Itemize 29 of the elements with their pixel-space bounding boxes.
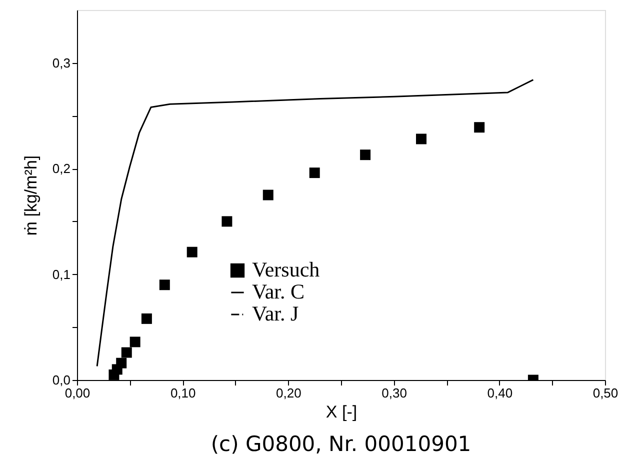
x-tick-label: 0,20	[276, 386, 302, 400]
legend-label: Versuch	[252, 258, 320, 282]
point	[121, 347, 132, 358]
y-axis-title: ṁ [kg/m²h]	[21, 155, 40, 236]
legend-label: Var. J	[252, 302, 299, 326]
x-axis-title: X [-]	[326, 402, 358, 422]
x-tick-label: 0,40	[487, 386, 513, 400]
legend-label: Var. C	[252, 280, 304, 304]
y-tick-label: 0,0	[52, 372, 70, 388]
point	[141, 313, 152, 324]
x-tick-label: 0,50	[592, 386, 618, 400]
point	[186, 246, 198, 258]
point	[116, 358, 127, 368]
point	[474, 122, 485, 133]
point	[262, 190, 274, 200]
text: (c) G0800, Nr. 00010901	[210, 432, 472, 456]
point	[222, 216, 232, 227]
y-tick-label: 0,2	[52, 161, 70, 176]
y-tick-label: 0,3	[52, 55, 70, 70]
x-tick-label: 0,10	[170, 386, 196, 400]
point	[309, 168, 320, 178]
point	[360, 150, 371, 160]
x-tick-label: 0,00	[64, 386, 90, 400]
point	[416, 134, 426, 144]
line-series	[96, 79, 534, 368]
point	[159, 280, 170, 290]
point	[130, 336, 140, 348]
y-tick-label: 0,1	[52, 266, 70, 282]
x-tick-label: 0,30	[382, 386, 407, 400]
